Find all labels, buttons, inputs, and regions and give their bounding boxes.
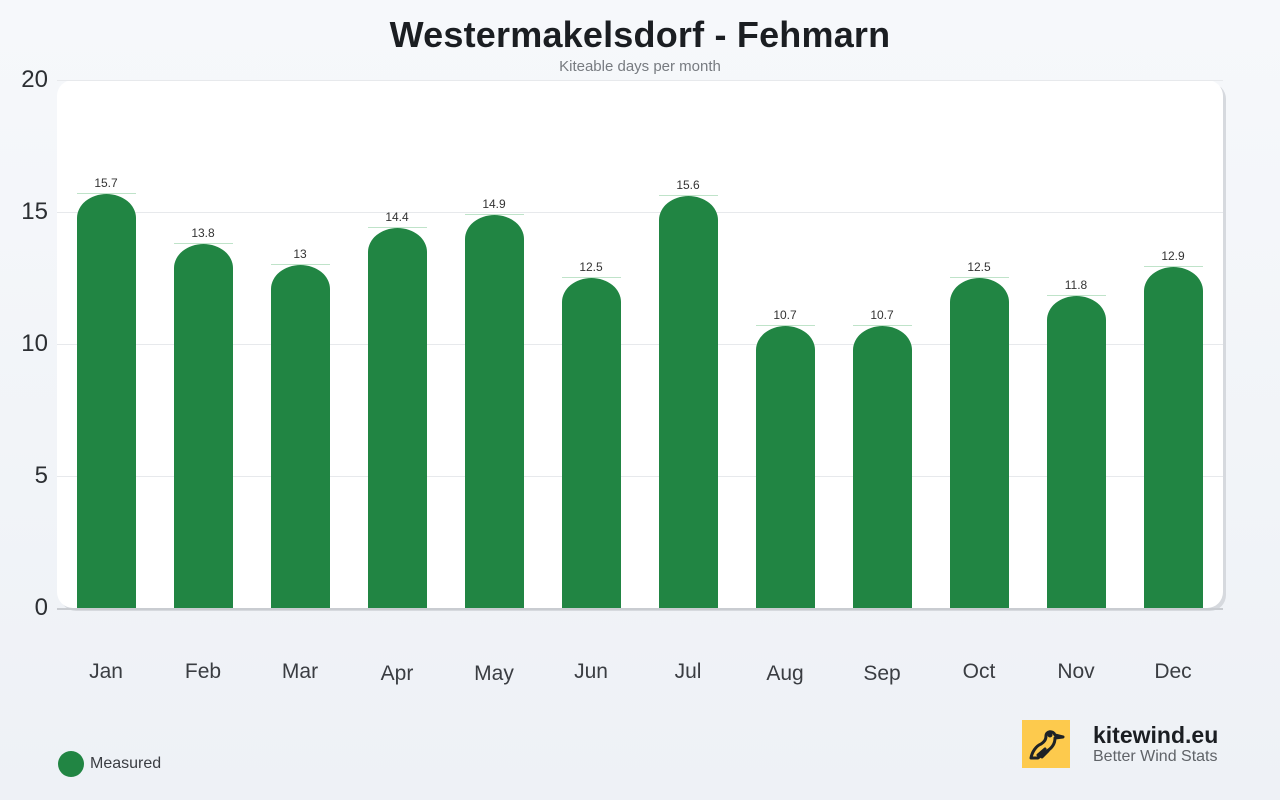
bar-jun[interactable] <box>561 278 621 608</box>
bar-mar[interactable] <box>270 264 330 608</box>
gridline <box>57 212 1223 213</box>
y-tick-label: 0 <box>34 594 48 621</box>
bar-value-label: 11.8 <box>1064 278 1088 293</box>
bar-jan[interactable] <box>76 193 136 608</box>
bar-value-label: 10.7 <box>773 307 797 322</box>
bar-jul[interactable] <box>658 196 718 608</box>
bar-dec[interactable] <box>1143 267 1203 608</box>
bar-value-label: 14.9 <box>482 196 506 211</box>
bar-apr[interactable] <box>367 227 427 608</box>
y-tick-label: 5 <box>34 462 48 489</box>
x-tick-label: Jul <box>674 660 702 683</box>
brand-tagline: Better Wind Stats <box>1093 748 1218 765</box>
brand-name: kitewind.eu <box>1093 722 1219 748</box>
bar-cap-line <box>658 195 718 197</box>
bar-cap-line <box>270 263 330 265</box>
bar-value-label: 13.8 <box>191 225 215 240</box>
bar-oct[interactable] <box>949 278 1009 608</box>
chart-subtitle: Kiteable days per month <box>559 58 721 75</box>
brand-block: kitewind.eu Better Wind Stats <box>1022 720 1218 768</box>
x-tick-label: Feb <box>184 660 222 683</box>
x-tick-label: Apr <box>380 662 414 685</box>
bar-value-label: 10.7 <box>870 307 894 322</box>
x-tick-label: Jan <box>89 660 123 683</box>
y-tick-label: 15 <box>21 198 48 225</box>
bar-cap-line <box>1143 266 1203 268</box>
bar-may[interactable] <box>464 214 524 608</box>
bar-sep[interactable] <box>852 325 912 608</box>
gridline <box>57 80 1223 81</box>
y-tick-label: 20 <box>21 66 48 93</box>
x-axis-line <box>57 608 1223 610</box>
bar-cap-line <box>561 277 621 278</box>
bar-value-label: 13 <box>293 246 307 261</box>
bar-cap-line <box>76 192 136 194</box>
legend: Measured <box>58 751 161 777</box>
bar-cap-line <box>367 226 427 228</box>
bar-cap-line <box>464 213 524 215</box>
bar-aug[interactable] <box>755 325 815 608</box>
x-tick-label: Nov <box>1057 660 1095 683</box>
x-tick-label: Dec <box>1154 660 1192 683</box>
brand-logo <box>1022 720 1070 768</box>
y-tick-label: 10 <box>21 330 48 357</box>
bird-icon <box>1029 730 1065 760</box>
gridline <box>57 476 1223 477</box>
bar-cap-line <box>755 324 815 326</box>
bar-value-label: 12.5 <box>579 260 603 274</box>
x-tick-label: Sep <box>863 662 901 685</box>
bar-value-label: 12.9 <box>1161 249 1185 264</box>
chart-title: Westermakelsdorf - Fehmarn <box>389 14 891 55</box>
legend-label-measured: Measured <box>90 755 162 772</box>
x-tick-label: Mar <box>281 660 319 683</box>
bar-value-label: 15.6 <box>676 178 700 193</box>
gridline <box>57 344 1223 345</box>
bar-cap-line <box>173 242 233 244</box>
bar-cap-line <box>852 324 912 326</box>
bar-cap-line <box>949 277 1009 278</box>
x-tick-label: Jun <box>574 660 608 683</box>
legend-swatch-measured <box>58 751 84 777</box>
bar-value-label: 14.4 <box>385 209 409 224</box>
x-tick-label: Aug <box>766 662 804 685</box>
bar-cap-line <box>1046 295 1106 297</box>
bar-value-label: 15.7 <box>94 175 118 190</box>
bar-feb[interactable] <box>173 243 233 608</box>
x-tick-label: Oct <box>962 660 996 683</box>
bar-nov[interactable] <box>1046 296 1106 608</box>
x-tick-label: May <box>474 662 514 685</box>
bar-value-label: 12.5 <box>967 260 991 274</box>
